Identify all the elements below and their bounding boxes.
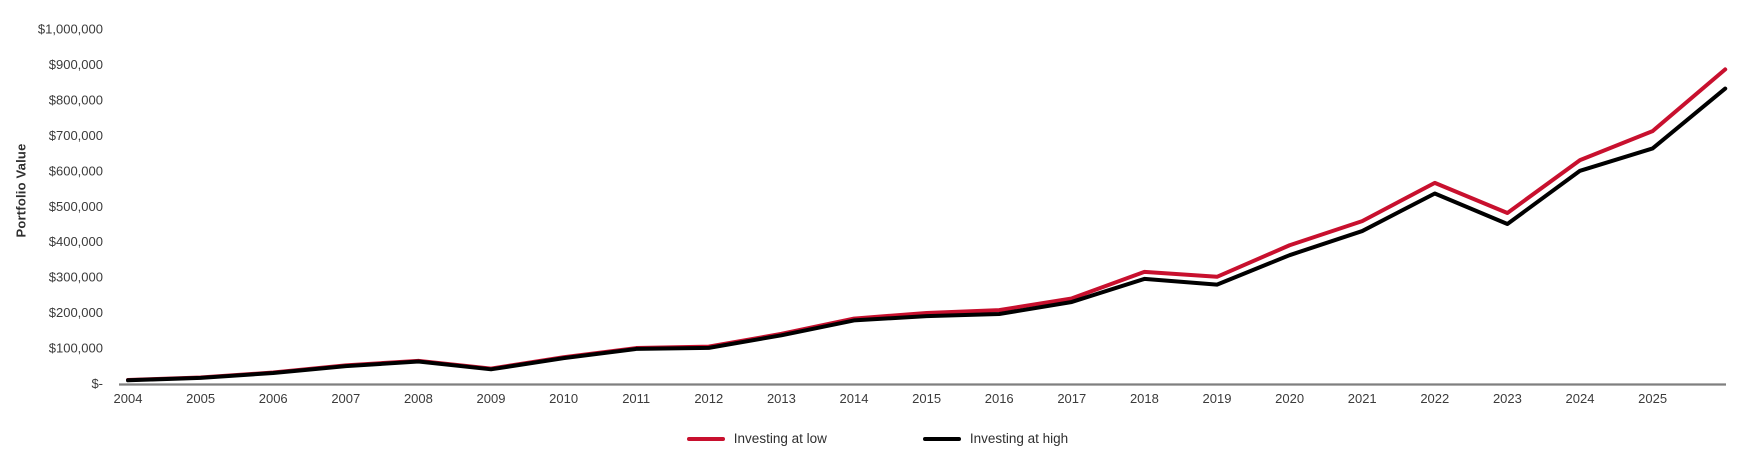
series-line-investing-at-high (126, 86, 1728, 383)
x-axis-tick-label: 2020 (1275, 391, 1304, 406)
x-axis-tick-label: 2012 (694, 391, 723, 406)
x-axis-tick-label: 2013 (767, 391, 796, 406)
x-axis-tick-label: 2009 (477, 391, 506, 406)
legend-label-investing-at-high: Investing at high (969, 431, 1069, 446)
x-axis-tick-label: 2004 (114, 391, 143, 406)
legend: Investing at low Investing at high (0, 431, 1755, 446)
x-axis-tick-label: 2008 (404, 391, 433, 406)
legend-item-investing-at-high[interactable]: Investing at high (922, 431, 1069, 446)
x-axis-tick-label: 2005 (186, 391, 215, 406)
y-axis-tick-label: $200,000 (49, 305, 103, 320)
x-axis-tick-label: 2018 (1130, 391, 1159, 406)
x-axis-tick-label: 2006 (259, 391, 288, 406)
x-axis-tick-label: 2024 (1566, 391, 1595, 406)
y-axis-tick-label: $900,000 (49, 57, 103, 72)
x-axis-tick-label: 2017 (1057, 391, 1086, 406)
x-axis-tick-label: 2010 (549, 391, 578, 406)
x-axis-tick-label: 2014 (840, 391, 869, 406)
y-axis-tick-label: $700,000 (49, 128, 103, 143)
y-axis-tick-label: $800,000 (49, 92, 103, 107)
x-axis-tick-label: 2015 (912, 391, 941, 406)
x-axis-tick-label: 2023 (1493, 391, 1522, 406)
x-axis-tick-label: 2007 (331, 391, 360, 406)
y-axis-tick-label: $400,000 (49, 234, 103, 249)
y-axis-tick-label: $600,000 (49, 163, 103, 178)
y-axis-tick-label: $500,000 (49, 199, 103, 214)
legend-swatch-black-line (922, 436, 961, 441)
plot-area: $1,000,000 $900,000 $800,000 $700,000 $600,0… (38, 22, 1728, 406)
x-axis-tick-label: 2022 (1420, 391, 1449, 406)
x-axis-tick-label: 2019 (1203, 391, 1232, 406)
y-axis-tick-label: $1,000,000 (38, 22, 103, 37)
y-axis-tick-label: $100,000 (49, 341, 103, 356)
x-axis-tick-label: 2011 (622, 391, 650, 406)
legend-swatch-red-line (686, 436, 725, 441)
x-axis-tick-label: 2021 (1348, 391, 1377, 406)
x-axis-tick-label: 2016 (985, 391, 1014, 406)
legend-item-investing-at-low[interactable]: Investing at low (686, 431, 827, 446)
x-axis-tick-label: 2025 (1638, 391, 1667, 406)
y-axis-tick-label: $300,000 (49, 270, 103, 285)
series-line-investing-at-low (126, 67, 1728, 382)
y-axis-tick-label: $- (91, 376, 103, 391)
legend-label-investing-at-low: Investing at low (733, 431, 827, 446)
